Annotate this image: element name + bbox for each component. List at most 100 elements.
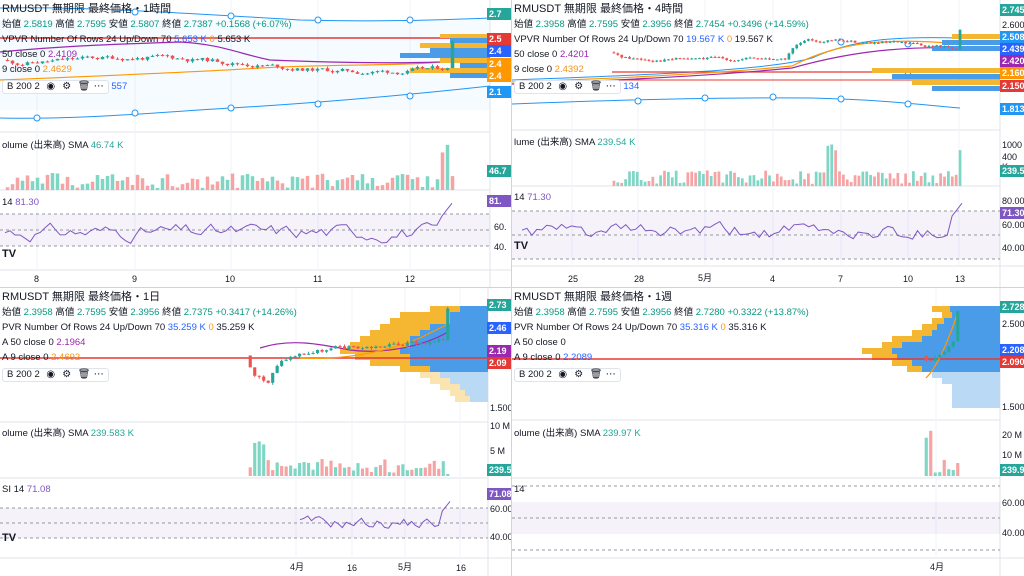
trash-icon[interactable]: 🗑 — [589, 368, 603, 380]
ema9-row[interactable]: 9 close 0 2.4629 — [2, 62, 292, 77]
bb-row[interactable]: B 200 2 ◉ ⚙ 🗑 ⋯ 134 — [514, 79, 809, 94]
price-tag: 2.160 — [1000, 67, 1024, 79]
vpvr-row[interactable]: PVR Number Of Rows 24 Up/Down 70 35.259 … — [2, 320, 297, 335]
settings-icon[interactable]: ⚙ — [62, 368, 72, 380]
volume-bar — [395, 175, 400, 190]
volume-bar — [400, 174, 405, 190]
chart-title: RMUSDT 無期限 最終価格・4時間 — [514, 3, 684, 15]
ema9-row[interactable]: 9 close 0 2.4392 — [514, 62, 809, 77]
candle-body — [65, 58, 70, 60]
eye-icon[interactable]: ◉ — [558, 368, 568, 380]
volume-bar — [360, 174, 365, 190]
chart-panel-1d[interactable]: RMUSDT 無期限 最終価格・1日 始値 2.3958 高値 2.7595 安… — [0, 288, 512, 576]
volume-bar — [643, 181, 647, 186]
ema9-row[interactable]: A 9 close 0 2.2089 — [514, 350, 809, 365]
vpvr-row[interactable]: VPVR Number Of Rows 24 Up/Down 70 5.653 … — [2, 32, 292, 47]
chart-panel-1w[interactable]: RMUSDT 無期限 最終価格・1週 始値 2.3958 高値 2.7595 安… — [512, 288, 1024, 576]
candle-body — [799, 42, 802, 45]
chart-canvas-1h[interactable] — [0, 0, 512, 288]
high-value: 2.7595 — [589, 307, 619, 318]
volume-bar — [923, 172, 927, 186]
eye-icon[interactable]: ◉ — [46, 80, 56, 92]
volume-bar — [140, 178, 145, 190]
volume-bar — [215, 181, 220, 190]
volume-bar — [892, 178, 896, 186]
x-tick: 28 — [634, 274, 645, 284]
more-icon[interactable]: ⋯ — [605, 368, 616, 380]
ema50-row[interactable]: 50 close 0 2.4201 — [514, 47, 809, 62]
candle-body — [290, 69, 295, 71]
volume-bar — [55, 173, 60, 190]
chart-canvas-4h[interactable] — [512, 0, 1024, 288]
bb-row[interactable]: B 200 2 ◉ ⚙ 🗑 ⋯ — [514, 367, 809, 382]
candle-body — [616, 53, 620, 55]
eye-icon[interactable]: ◉ — [46, 368, 56, 380]
settings-icon[interactable]: ⚙ — [574, 368, 584, 380]
candle-body — [752, 57, 756, 59]
candle-body — [175, 58, 180, 60]
settings-icon[interactable]: ⚙ — [574, 80, 584, 92]
ema50-value: 2.1964 — [56, 337, 86, 348]
candle-body — [933, 357, 937, 361]
volume-bars-1h — [5, 144, 455, 190]
volume-legend-1h: olume (出来高) SMA 46.74 K — [2, 138, 123, 153]
ema50-row[interactable]: A 50 close 0 2.1964 — [2, 335, 297, 350]
vpvr-row[interactable]: VPVR Number Of Rows 24 Up/Down 70 19.567… — [514, 32, 809, 47]
rsi-legend-1h: 14 81.30 — [2, 195, 39, 210]
chart-title: RMUSDT 無期限 最終価格・1週 — [514, 291, 673, 303]
trash-icon[interactable]: 🗑 — [77, 80, 91, 92]
tradingview-logo[interactable]: TV — [514, 240, 529, 252]
high-label: 高値 — [567, 307, 587, 318]
volume-bar — [803, 179, 806, 186]
ema50-row[interactable]: A 50 close 0 — [514, 335, 809, 350]
volume-bar — [702, 173, 705, 186]
more-icon[interactable]: ⋯ — [93, 80, 104, 92]
indicator-toolbox[interactable]: B 200 2 ◉ ⚙ 🗑 ⋯ — [2, 79, 109, 94]
candle-body — [908, 43, 911, 45]
ema9-row[interactable]: A 9 close 0 2.4692 — [2, 350, 297, 365]
chart-panel-1h[interactable]: RMUSDT 無期限 最終価格・1時間 始値 2.5819 高値 2.7595 … — [0, 0, 512, 288]
chart-canvas-1d[interactable] — [0, 288, 512, 576]
volume-bar — [951, 469, 955, 476]
candle-body — [140, 58, 145, 60]
candle-body — [275, 64, 280, 68]
trash-icon[interactable]: 🗑 — [77, 368, 91, 380]
ohlc-row: 始値 2.5819 高値 2.7595 安値 2.5807 終値 2.7387 … — [2, 17, 292, 32]
candle-body — [105, 56, 110, 58]
candle-body — [659, 60, 662, 62]
candle-body — [884, 41, 888, 43]
volume-bar — [260, 178, 265, 190]
candle-body — [760, 58, 764, 60]
candle-body — [190, 59, 195, 62]
rsi-legend-1w: 14 — [514, 482, 525, 497]
bb-row[interactable]: B 200 2 ◉ ⚙ 🗑 ⋯ — [2, 367, 297, 382]
settings-icon[interactable]: ⚙ — [62, 80, 72, 92]
indicator-toolbox[interactable]: B 200 2 ◉ ⚙ 🗑 ⋯ — [514, 367, 621, 382]
ema50-row[interactable]: 50 close 0 2.4109 — [2, 47, 292, 62]
volume-bar — [752, 175, 756, 186]
volume-label: olume (出来高) SMA — [514, 428, 601, 439]
tradingview-logo[interactable]: TV — [2, 248, 17, 260]
change-value: +0.3322 (+13.87%) — [727, 307, 809, 318]
chart-canvas-1w[interactable] — [512, 288, 1024, 576]
chart-panel-4h[interactable]: RMUSDT 無期限 最終価格・4時間 始値 2.3958 高値 2.7595 … — [512, 0, 1024, 288]
bb-row[interactable]: B 200 2 ◉ ⚙ 🗑 ⋯ 557 — [2, 79, 292, 94]
volume-bar — [170, 186, 175, 190]
trash-icon[interactable]: 🗑 — [589, 80, 603, 92]
volume-bar — [826, 145, 830, 186]
candle-body — [255, 65, 260, 68]
indicator-toolbox[interactable]: B 200 2 ◉ ⚙ 🗑 ⋯ — [514, 79, 621, 94]
candle-body — [40, 61, 45, 64]
volume-bar — [75, 187, 80, 190]
more-icon[interactable]: ⋯ — [605, 80, 616, 92]
volume-bar — [290, 176, 295, 190]
vpvr-row[interactable]: PVR Number Of Rows 24 Up/Down 70 35.316 … — [514, 320, 809, 335]
eye-icon[interactable]: ◉ — [558, 80, 568, 92]
tradingview-logo[interactable]: TV — [2, 532, 17, 544]
more-icon[interactable]: ⋯ — [93, 368, 104, 380]
price-tag: 2.439 — [1000, 43, 1024, 55]
volume-bar — [943, 176, 946, 186]
indicator-toolbox[interactable]: B 200 2 ◉ ⚙ 🗑 ⋯ — [2, 367, 109, 382]
volume-bar — [275, 462, 279, 476]
volume-bar — [956, 463, 960, 476]
